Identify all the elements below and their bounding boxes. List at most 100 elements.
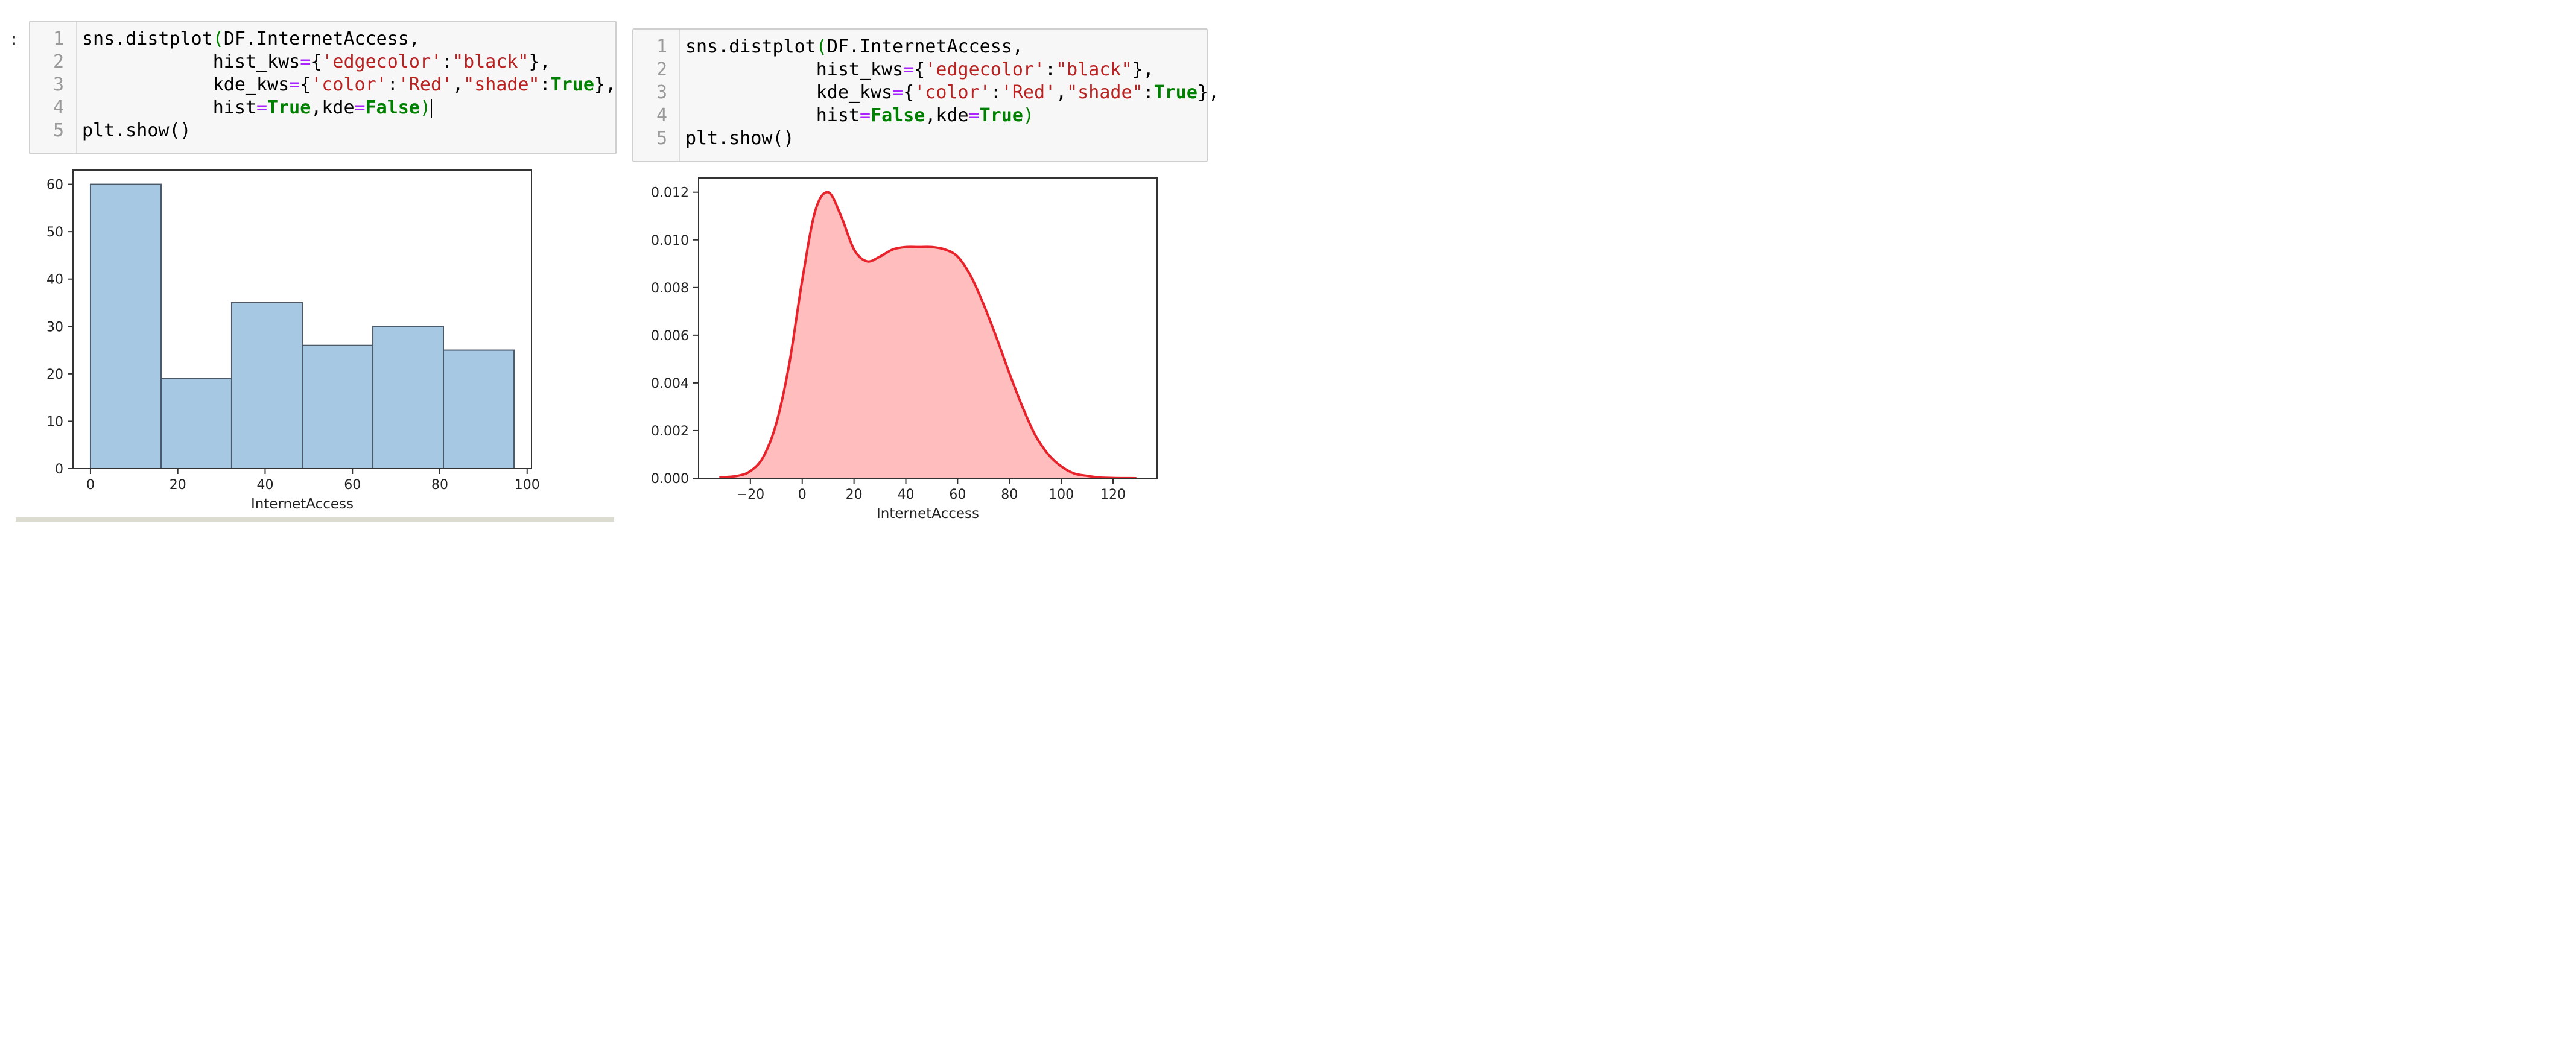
code-line[interactable]: hist=True,kde=False) bbox=[82, 96, 432, 119]
y-tick-label: 20 bbox=[46, 367, 63, 382]
code-token: }, bbox=[1197, 82, 1220, 103]
x-axis-label: InternetAccess bbox=[251, 496, 354, 512]
y-tick-label: 30 bbox=[46, 320, 63, 335]
code-token: ,kde bbox=[311, 97, 355, 118]
code-token: plt.show() bbox=[685, 128, 795, 149]
code-token: : bbox=[1143, 82, 1154, 103]
code-line[interactable]: hist=False,kde=True) bbox=[685, 104, 1034, 127]
code-token: plt.show() bbox=[82, 120, 191, 141]
code-token: ,kde bbox=[925, 105, 969, 126]
code-token: hist bbox=[82, 97, 256, 118]
histogram-bar bbox=[372, 326, 445, 469]
kde-line bbox=[719, 191, 1137, 479]
x-tick-label: 80 bbox=[431, 478, 448, 493]
x-tick-label: 120 bbox=[1100, 487, 1126, 502]
code-token: 'color' bbox=[311, 74, 387, 95]
y-tick-label: 60 bbox=[46, 178, 63, 193]
code-token: : bbox=[442, 51, 453, 72]
code-token: 'edgecolor' bbox=[925, 59, 1045, 80]
axes-frame bbox=[698, 177, 1158, 479]
line-number: 1 bbox=[656, 36, 667, 57]
code-line[interactable]: kde_kws={'color':'Red',"shade":True}, bbox=[685, 81, 1219, 104]
y-tick-label: 0.006 bbox=[651, 329, 689, 344]
code-line[interactable]: plt.show() bbox=[685, 127, 795, 150]
y-tick-label: 0.000 bbox=[651, 472, 689, 487]
line-number: 4 bbox=[656, 105, 667, 126]
code-token: }, bbox=[1132, 59, 1154, 80]
y-tick-label: 0.008 bbox=[651, 281, 689, 296]
line-number: 4 bbox=[52, 97, 64, 118]
code-token: { bbox=[903, 82, 915, 103]
x-tick-label: 20 bbox=[846, 487, 863, 502]
code-line[interactable]: hist_kws={'edgecolor':"black"}, bbox=[685, 58, 1154, 81]
line-number: 1 bbox=[52, 28, 64, 49]
axes-frame bbox=[72, 169, 532, 469]
code-token: }, bbox=[594, 74, 617, 95]
code-line[interactable]: sns.distplot(DF.InternetAccess, bbox=[82, 28, 420, 51]
code-token: 'Red' bbox=[398, 74, 453, 95]
line-number: 5 bbox=[656, 128, 667, 149]
x-tick-label: 40 bbox=[256, 478, 273, 493]
code-token: kde_kws bbox=[685, 82, 893, 103]
code-token: { bbox=[311, 51, 322, 72]
output-scrollbar[interactable] bbox=[16, 517, 614, 522]
y-tick-label: 0.012 bbox=[651, 186, 689, 201]
code-token: True bbox=[267, 97, 311, 118]
x-tick-label: 80 bbox=[1001, 487, 1018, 502]
y-tick-label: 0 bbox=[55, 462, 63, 477]
code-token: False bbox=[365, 97, 420, 118]
y-tick-label: 40 bbox=[46, 273, 63, 288]
right-code-cell[interactable]: 1 2 3 4 5 sns.distplot(DF.InternetAccess… bbox=[632, 28, 1219, 162]
code-line[interactable]: sns.distplot(DF.InternetAccess, bbox=[685, 36, 1023, 58]
line-number-gutter: 1 2 3 4 5 bbox=[633, 30, 680, 161]
x-tick-label: −20 bbox=[737, 487, 764, 502]
x-tick-label: 100 bbox=[515, 478, 540, 493]
histogram-bar bbox=[443, 349, 515, 470]
code-token: ) bbox=[1023, 105, 1034, 126]
line-number: 5 bbox=[52, 120, 64, 141]
code-token: ) bbox=[419, 97, 431, 118]
histogram-bar bbox=[89, 183, 162, 469]
code-token: { bbox=[914, 59, 925, 80]
histogram-bar bbox=[302, 344, 374, 470]
code-token: { bbox=[300, 74, 311, 95]
code-token: : bbox=[387, 74, 398, 95]
line-number: 3 bbox=[656, 82, 667, 103]
code-token: 'Red' bbox=[1001, 82, 1056, 103]
x-axis-label: InternetAccess bbox=[877, 506, 979, 522]
code-token: 'edgecolor' bbox=[322, 51, 442, 72]
text-cursor bbox=[430, 98, 432, 118]
code-line[interactable]: kde_kws={'color':'Red',"shade":True}, bbox=[82, 74, 616, 96]
code-token: = bbox=[354, 97, 366, 118]
code-token: False bbox=[871, 105, 925, 126]
x-tick-label: 40 bbox=[898, 487, 915, 502]
histogram-chart: 0 20 40 60 80 100 0 10 20 30 40 50 60 InternetAccess bbox=[46, 169, 540, 512]
kde-chart: −20 0 20 40 60 80 100 120 0.000 0.002 0.004 0.006 0.… bbox=[651, 177, 1158, 522]
x-tick-label: 20 bbox=[170, 478, 186, 493]
right-output-area: −20 0 20 40 60 80 100 120 0.000 0.002 0.004 0.006 0.… bbox=[632, 166, 1205, 528]
code-token: hist bbox=[685, 105, 860, 126]
code-token: ( bbox=[816, 36, 827, 57]
y-tick-label: 0.004 bbox=[651, 376, 689, 391]
code-token: , bbox=[452, 74, 464, 95]
code-token: = bbox=[256, 97, 268, 118]
code-token: True bbox=[979, 105, 1023, 126]
cell-prompt: : bbox=[8, 29, 20, 50]
code-token: hist_kws bbox=[685, 59, 904, 80]
code-token: : bbox=[990, 82, 1001, 103]
left-code-cell[interactable]: 1 2 3 4 5 sns.distplot(DF.InternetAccess… bbox=[29, 21, 617, 154]
code-token: = bbox=[300, 51, 311, 72]
histogram-bar bbox=[160, 378, 232, 470]
x-tick-label: 100 bbox=[1048, 487, 1074, 502]
kde-fill-area bbox=[719, 192, 1137, 478]
y-tick-label: 0.010 bbox=[651, 233, 689, 248]
code-line[interactable]: hist_kws={'edgecolor':"black"}, bbox=[82, 51, 551, 74]
x-tick-label: 0 bbox=[798, 487, 807, 502]
code-line[interactable]: plt.show() bbox=[82, 119, 191, 142]
code-token: "shade" bbox=[463, 74, 540, 95]
line-number: 3 bbox=[52, 74, 64, 95]
code-token: kde_kws bbox=[82, 74, 290, 95]
code-token: "black" bbox=[452, 51, 529, 72]
x-tick-label: 60 bbox=[949, 487, 966, 502]
code-token: "shade" bbox=[1067, 82, 1143, 103]
